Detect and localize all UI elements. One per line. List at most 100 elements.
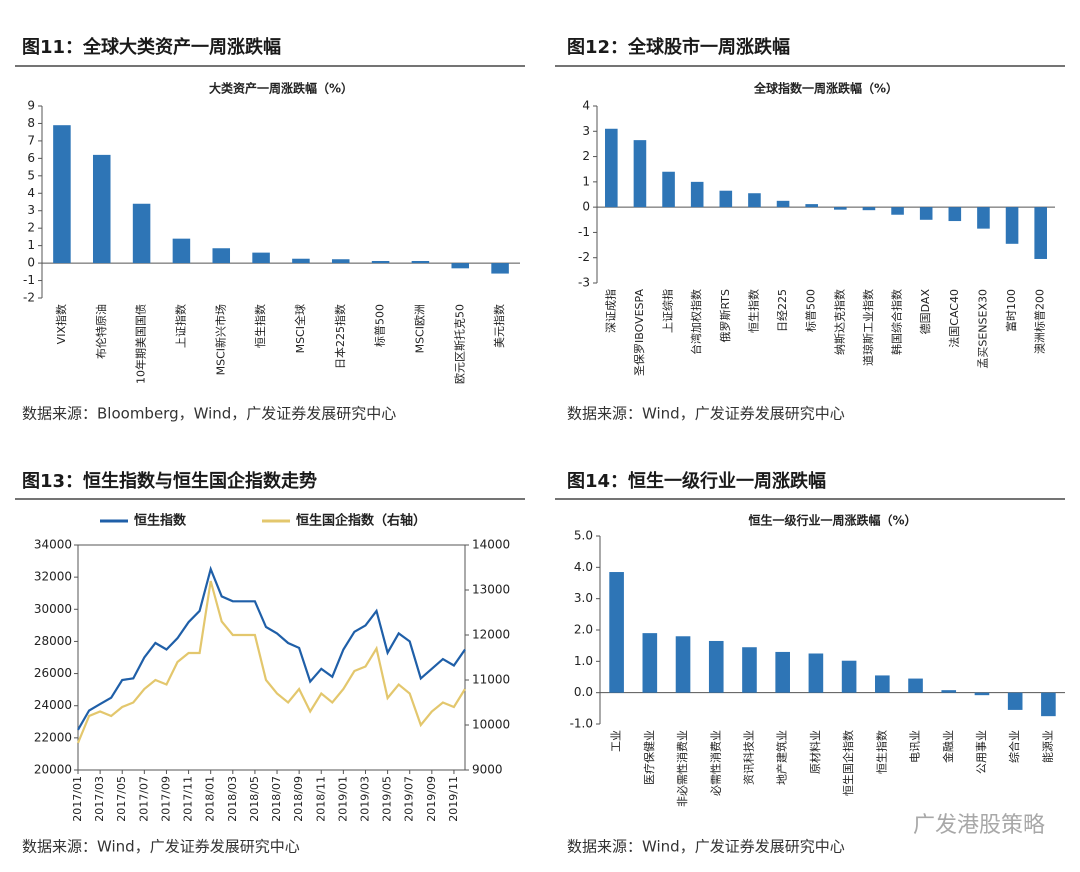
- x-tick-label: 金融业: [941, 730, 955, 763]
- bar: [411, 260, 430, 264]
- x-tick-label: 日本225指数: [333, 304, 347, 369]
- x-tick-label: 标普500: [373, 304, 387, 347]
- bar: [775, 651, 790, 693]
- y-tick-label: -1: [578, 225, 590, 239]
- x-tick-label: 德国DAX: [918, 289, 932, 335]
- chart-title: 全球指数一周涨跌幅（%）: [753, 81, 898, 96]
- x-tick-label: 美元指数: [492, 304, 506, 348]
- bar: [172, 238, 191, 264]
- x-tick-label: 纳斯达克指数: [832, 289, 846, 355]
- x-tick-label: 圣保罗IBOVESPA: [632, 289, 646, 376]
- x-tick-label: 2018/03: [226, 776, 239, 822]
- y-tick-label: 0.0: [574, 685, 593, 699]
- x-tick-label: 道琼斯工业指数: [861, 289, 875, 366]
- bar: [252, 252, 270, 264]
- x-tick-label: 恒生指数: [874, 730, 888, 774]
- x-tick-label: 公用事业: [975, 730, 988, 774]
- x-tick-label: 电讯业: [909, 730, 922, 763]
- x-tick-label: 医疗保健业: [642, 730, 656, 785]
- legend-label: 恒生指数: [134, 513, 187, 529]
- x-tick-label: 韩国综合指数: [890, 289, 904, 355]
- figure-title: 图13：恒生指数与恒生国企指数走势: [22, 470, 317, 492]
- bar: [919, 207, 933, 220]
- x-tick-label: 2019/07: [403, 776, 416, 822]
- y-tick-label: 26000: [34, 666, 72, 680]
- source-note: 数据来源：Wind，广发证券发展研究中心: [567, 838, 845, 856]
- y2-tick-label: 10000: [472, 718, 510, 732]
- y2-tick-label: 11000: [472, 673, 510, 687]
- x-tick-label: 2019/03: [358, 776, 371, 822]
- y-tick-label: 5: [27, 168, 35, 182]
- bar: [609, 572, 624, 693]
- series-line: [76, 580, 466, 744]
- y-tick-label: 20000: [34, 763, 72, 777]
- series-line: [77, 565, 466, 731]
- x-tick-label: 孟买SENSEX30: [976, 289, 989, 369]
- x-tick-label: 必需性消费业: [708, 730, 722, 796]
- x-tick-label: 上证综指: [661, 289, 675, 333]
- figure-title: 图11：全球大类资产一周涨跌幅: [22, 36, 281, 58]
- bar: [690, 181, 704, 208]
- figure-title: 图12：全球股市一周涨跌幅: [567, 36, 790, 58]
- y-tick-label: 3.0: [574, 591, 593, 605]
- bar: [719, 190, 733, 208]
- bar: [834, 207, 847, 210]
- x-tick-label: 2019/05: [381, 776, 394, 822]
- x-tick-label: 2017/05: [115, 776, 128, 822]
- x-tick-label: 日经225: [776, 289, 789, 332]
- bar: [92, 154, 111, 264]
- y2-tick-label: 14000: [472, 538, 510, 552]
- bar: [891, 207, 904, 215]
- y-tick-label: 2: [27, 221, 35, 235]
- y-tick-label: 2.0: [574, 623, 593, 637]
- x-tick-label: 恒生指数: [746, 289, 760, 333]
- bar: [633, 140, 647, 208]
- y-tick-label: -1.0: [570, 717, 593, 731]
- chart-title: 恒生一级行业一周涨跌幅（%）: [748, 513, 916, 528]
- bar: [974, 692, 990, 696]
- x-tick-label: MSCI全球: [293, 304, 307, 353]
- x-tick-label: 2019/01: [336, 776, 349, 822]
- bar: [451, 263, 470, 269]
- figure-title: 图14：恒生一级行业一周涨跌幅: [567, 470, 826, 492]
- bar: [132, 203, 151, 264]
- y-tick-label: 4: [27, 186, 35, 200]
- x-tick-label: 台湾加权指数: [689, 289, 703, 355]
- x-tick-label: 地产建筑业: [775, 730, 789, 785]
- y-tick-label: -2: [578, 250, 590, 264]
- x-tick-label: 俄罗斯RTS: [719, 289, 732, 343]
- x-tick-label: 工业: [610, 730, 623, 752]
- x-tick-label: 10年期美国国债: [134, 304, 148, 384]
- y-tick-label: 2: [582, 149, 590, 163]
- x-tick-label: 2018/01: [204, 776, 217, 822]
- source-note: 数据来源：Wind，广发证券发展研究中心: [567, 405, 845, 423]
- bar: [805, 204, 818, 208]
- y-tick-label: 3: [582, 124, 590, 138]
- x-tick-label: 2017/09: [159, 776, 172, 822]
- y2-tick-label: 13000: [472, 583, 510, 597]
- bar: [331, 259, 350, 264]
- bar: [808, 653, 824, 693]
- y-tick-label: 1.0: [574, 654, 593, 668]
- y-tick-label: -3: [578, 276, 590, 290]
- x-tick-label: 标普500: [804, 289, 818, 332]
- y-tick-label: 0: [27, 256, 35, 270]
- x-tick-label: 能源业: [1040, 730, 1054, 763]
- bar: [1041, 692, 1056, 717]
- bar: [1034, 207, 1047, 259]
- x-tick-label: 2018/09: [292, 776, 305, 822]
- x-tick-label: 澳洲标普200: [1033, 289, 1047, 354]
- y-tick-label: 1: [582, 174, 590, 188]
- x-tick-label: 恒生指数: [253, 304, 267, 348]
- x-tick-label: MSCI新兴市场: [213, 304, 227, 375]
- x-tick-label: 上证指数: [173, 304, 187, 348]
- bar: [708, 640, 724, 693]
- y2-tick-label: 9000: [472, 763, 503, 777]
- x-tick-label: MSCI欧洲: [413, 304, 426, 353]
- y-tick-label: 22000: [34, 730, 72, 744]
- watermark: 广发港股策略: [913, 813, 1045, 838]
- y-tick-label: -2: [23, 291, 35, 305]
- plot-frame: [77, 544, 466, 771]
- y-tick-label: 30000: [34, 602, 72, 616]
